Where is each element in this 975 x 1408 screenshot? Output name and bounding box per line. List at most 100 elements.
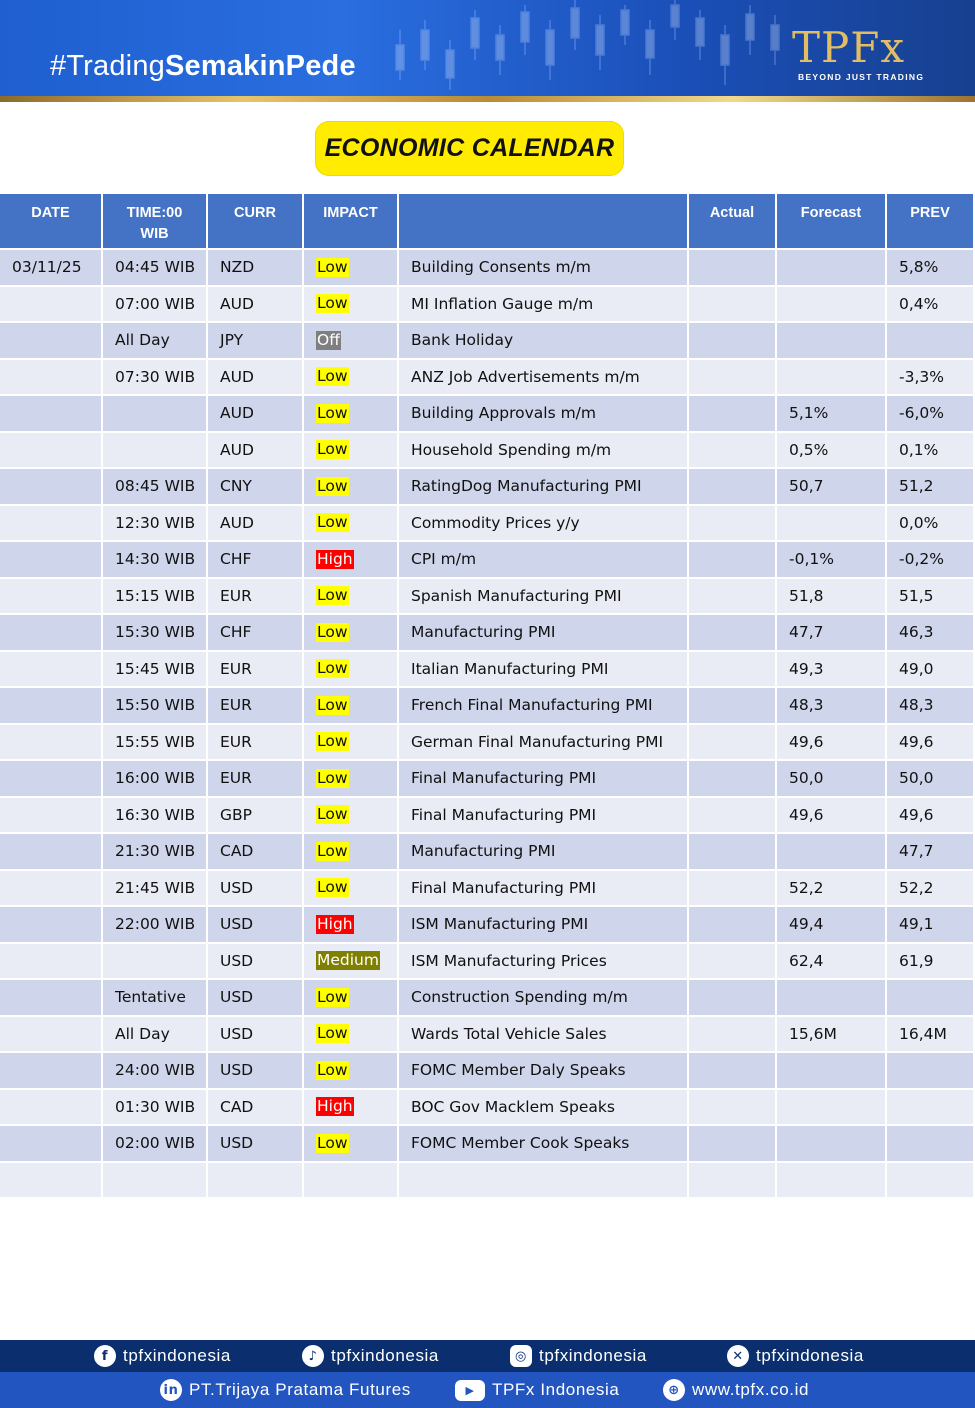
event-cell: RatingDog Manufacturing PMI [399,469,689,506]
date-cell [0,286,103,323]
time-cell: Tentative [103,980,208,1017]
date-cell [0,1053,103,1090]
footer-social-bar: f tpfxindonesia ♪ tpfxindonesia ◎ tpfxindones… [0,1340,975,1372]
actual-cell [689,615,777,652]
impact-badge: Low [316,768,349,788]
event-cell: FOMC Member Cook Speaks [399,1126,689,1163]
table-row: 15:15 WIB EUR Low Spanish Manufacturing PMI… [0,578,975,615]
time-cell: 07:00 WIB [103,286,208,323]
prev-cell: 51,5 [887,578,975,615]
time-cell: 15:15 WIB [103,578,208,615]
impact-cell: Low [304,651,399,688]
time-cell: 21:45 WIB [103,870,208,907]
date-cell [0,578,103,615]
footer-link-youtube[interactable]: ▶ TPFx Indonesia [455,1372,619,1408]
column-header-date: DATE [0,194,103,250]
social-link-facebook[interactable]: f tpfxindonesia [94,1340,231,1372]
impact-cell: Low [304,396,399,433]
prev-cell: 47,7 [887,834,975,871]
footer-link-linkedin[interactable]: in PT.Trijaya Pratama Futures [160,1372,411,1408]
date-cell [0,1126,103,1163]
currency-cell: CAD [208,834,304,871]
event-cell: Manufacturing PMI [399,834,689,871]
table-row: 01:30 WIB CAD High BOC Gov Macklem Speaks [0,1089,975,1126]
event-cell: Manufacturing PMI [399,615,689,652]
table-row: 14:30 WIB CHF High CPI m/m -0,1% -0,2% [0,542,975,579]
impact-cell: Low [304,286,399,323]
table-row: 22:00 WIB USD High ISM Manufacturing PMI 49,… [0,907,975,944]
currency-cell: AUD [208,286,304,323]
impact-badge: Low [316,586,349,606]
impact-cell: Low [304,797,399,834]
prev-cell: -0,2% [887,542,975,579]
social-link-tiktok[interactable]: ♪ tpfxindonesia [302,1340,439,1372]
date-cell [0,323,103,360]
forecast-cell: 50,7 [777,469,887,506]
impact-cell: High [304,907,399,944]
date-cell [0,651,103,688]
time-cell [103,396,208,433]
table-row: 07:30 WIB AUD Low ANZ Job Advertisements m/… [0,359,975,396]
column-header-prev: PREV [887,194,975,250]
table-row: 08:45 WIB CNY Low RatingDog Manufacturing P… [0,469,975,506]
table-row: 21:45 WIB USD Low Final Manufacturing PMI 52… [0,870,975,907]
time-cell: 04:45 WIB [103,250,208,287]
currency-cell: USD [208,907,304,944]
table-row [0,1162,975,1199]
forecast-cell: 47,7 [777,615,887,652]
tiktok-icon: ♪ [302,1345,324,1367]
globe-icon: ⊕ [663,1379,685,1401]
social-link-x[interactable]: ✕ tpfxindonesia [727,1340,864,1372]
time-cell: 16:30 WIB [103,797,208,834]
prev-cell [887,980,975,1017]
impact-cell: Low [304,688,399,725]
impact-cell [304,1162,399,1199]
currency-cell: USD [208,1016,304,1053]
impact-cell: Low [304,1016,399,1053]
event-cell: German Final Manufacturing PMI [399,724,689,761]
currency-cell: AUD [208,396,304,433]
date-cell [0,1162,103,1199]
footer-link-label: PT.Trijaya Pratama Futures [189,1380,411,1399]
event-cell: Final Manufacturing PMI [399,761,689,798]
time-cell: All Day [103,1016,208,1053]
impact-badge: Low [316,367,349,387]
actual-cell [689,469,777,506]
impact-badge: High [316,914,354,934]
time-cell: All Day [103,323,208,360]
impact-badge: Low [316,403,349,423]
column-header-event [399,194,689,250]
forecast-cell: 5,1% [777,396,887,433]
instagram-icon: ◎ [510,1345,532,1367]
date-cell [0,1016,103,1053]
forecast-cell [777,505,887,542]
prev-cell: -6,0% [887,396,975,433]
event-cell: ISM Manufacturing Prices [399,943,689,980]
actual-cell [689,505,777,542]
column-header-currency: CURR [208,194,304,250]
event-cell: French Final Manufacturing PMI [399,688,689,725]
forecast-cell: 49,6 [777,797,887,834]
date-cell [0,943,103,980]
social-label: tpfxindonesia [331,1346,439,1365]
impact-badge: Medium [316,951,380,971]
social-link-instagram[interactable]: ◎ tpfxindonesia [510,1340,647,1372]
table-row: 21:30 WIB CAD Low Manufacturing PMI 47,7 [0,834,975,871]
footer-link-globe[interactable]: ⊕ www.tpfx.co.id [663,1372,809,1408]
date-cell [0,761,103,798]
currency-cell: USD [208,870,304,907]
forecast-cell: 62,4 [777,943,887,980]
column-header-forecast: Forecast [777,194,887,250]
event-cell: Final Manufacturing PMI [399,870,689,907]
currency-cell: CAD [208,1089,304,1126]
forecast-cell [777,359,887,396]
currency-cell: EUR [208,651,304,688]
event-cell: BOC Gov Macklem Speaks [399,1089,689,1126]
time-cell: 14:30 WIB [103,542,208,579]
event-cell: CPI m/m [399,542,689,579]
currency-cell: AUD [208,359,304,396]
time-cell: 15:50 WIB [103,688,208,725]
currency-cell: AUD [208,432,304,469]
prev-cell [887,323,975,360]
impact-cell: Low [304,834,399,871]
